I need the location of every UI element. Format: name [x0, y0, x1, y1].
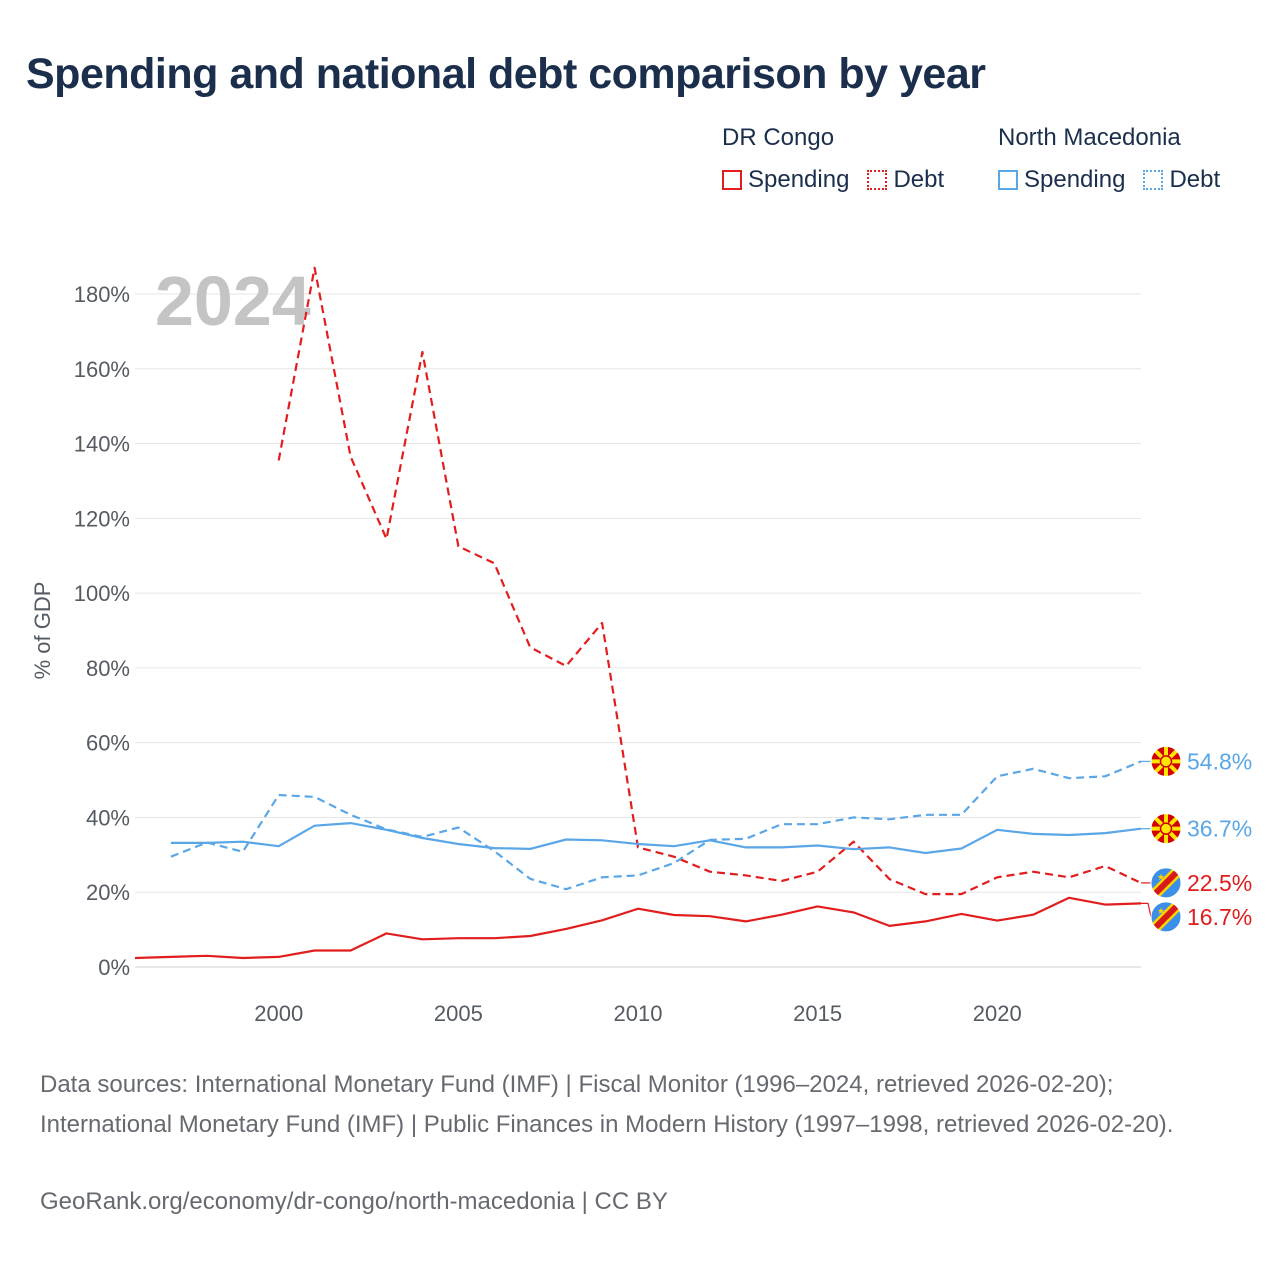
y-tick-label: 40%: [86, 805, 130, 830]
dr-congo-flag-icon: [1150, 901, 1182, 933]
x-tick-label: 2005: [434, 1001, 483, 1026]
y-tick-label: 0%: [98, 955, 130, 980]
y-tick-label: 80%: [86, 656, 130, 681]
legend-item-north-macedonia-spending[interactable]: Spending: [998, 166, 1125, 194]
end-value-label: 54.8%: [1187, 748, 1252, 774]
flag-star: ★: [1157, 906, 1165, 916]
y-tick-label: 160%: [74, 357, 130, 382]
north-macedonia-flag-icon: [1150, 745, 1182, 777]
end-value-label: 36.7%: [1187, 816, 1252, 842]
legend-item-dr-congo-debt[interactable]: Debt: [867, 166, 944, 194]
legend-swatch-dotted: [867, 170, 888, 190]
legend-swatch-dotted: [1143, 170, 1164, 190]
flag-border: [1150, 867, 1182, 899]
legend-swatch-solid: [998, 170, 1018, 190]
y-tick-label: 100%: [74, 581, 130, 606]
end-connector: [1141, 902, 1152, 918]
series-line-dr-congo-debt: [277, 266, 1142, 896]
legend-swatch-solid: [722, 170, 742, 190]
flag-sun: [1159, 822, 1173, 835]
end-value-label: 16.7%: [1187, 904, 1252, 930]
legend-group-north-macedonia: North Macedonia Spending Debt: [998, 124, 1238, 194]
series-line-north-macedonia-debt: [170, 760, 1142, 891]
flag-star: ★: [1157, 872, 1165, 882]
flag-border: [1150, 813, 1182, 845]
legend-group-title: DR Congo: [722, 124, 835, 151]
year-label: 2024: [155, 262, 311, 340]
dr-congo-flag-icon: [1150, 867, 1182, 899]
chart-title: Spending and national debt comparison by…: [26, 50, 986, 98]
legend-item-label: Spending: [1024, 166, 1126, 193]
legend-item-label: Spending: [748, 166, 850, 193]
x-tick-label: 2010: [614, 1001, 663, 1026]
y-axis-label: % of GDP: [30, 582, 55, 680]
flag-border: [1150, 745, 1182, 777]
legend-item-dr-congo-spending[interactable]: Spending: [722, 166, 849, 194]
legend-item-north-macedonia-debt[interactable]: Debt: [1143, 166, 1220, 194]
flag-border: [1150, 901, 1182, 933]
y-tick-label: 60%: [86, 731, 130, 756]
x-tick-label: 2015: [793, 1001, 842, 1026]
legend-group-dr-congo: DR Congo Spending Debt: [722, 124, 962, 194]
series-line-north-macedonia-spending: [170, 821, 1142, 855]
y-tick-label: 20%: [86, 880, 130, 905]
x-tick-label: 2020: [973, 1001, 1022, 1026]
legend-group-title: North Macedonia: [998, 124, 1181, 151]
y-tick-label: 120%: [74, 506, 130, 531]
end-value-label: 22.5%: [1187, 870, 1252, 896]
credit-link[interactable]: GeoRank.org/economy/dr-congo/north-maced…: [40, 1188, 668, 1215]
y-tick-label: 180%: [74, 282, 130, 307]
north-macedonia-flag-icon: [1150, 813, 1182, 845]
line-chart: 0% 20% 40% 60% 80% 100% 120% 140% 160% 180% 2000 20…: [30, 262, 1252, 1026]
data-sources: Data sources: International Monetary Fun…: [40, 1071, 1174, 1138]
y-tick-label: 140%: [74, 432, 130, 457]
legend-item-label: Debt: [1169, 166, 1221, 193]
legend-item-label: Debt: [893, 166, 945, 193]
x-tick-label: 2000: [254, 1001, 303, 1026]
series-line-dr-congo-spending: [134, 896, 1142, 960]
flag-sun: [1159, 755, 1173, 768]
